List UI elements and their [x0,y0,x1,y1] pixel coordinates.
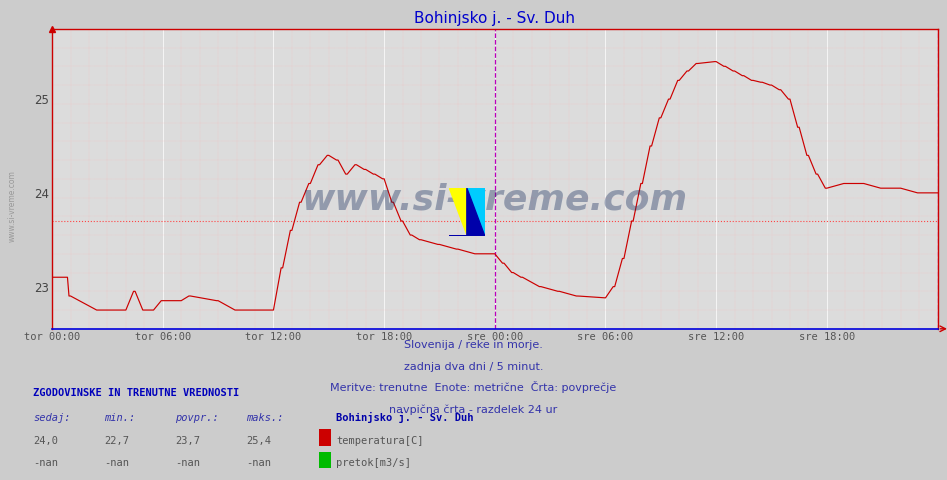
Text: povpr.:: povpr.: [175,413,219,423]
Text: Slovenija / reke in morje.: Slovenija / reke in morje. [404,340,543,350]
Text: zadnja dva dni / 5 minut.: zadnja dva dni / 5 minut. [403,361,544,372]
Text: 24,0: 24,0 [33,435,58,445]
Text: -nan: -nan [246,458,271,468]
Text: Meritve: trenutne  Enote: metrične  Črta: povprečje: Meritve: trenutne Enote: metrične Črta: … [331,381,616,393]
Text: pretok[m3/s]: pretok[m3/s] [336,458,411,468]
Polygon shape [449,188,467,236]
Text: sedaj:: sedaj: [33,413,71,423]
Text: -nan: -nan [175,458,200,468]
Text: www.si-vreme.com: www.si-vreme.com [302,183,688,217]
Text: Bohinjsko j. - Sv. Duh: Bohinjsko j. - Sv. Duh [336,412,474,423]
Text: 23,7: 23,7 [175,435,200,445]
Text: min.:: min.: [104,413,135,423]
Polygon shape [467,188,485,236]
Polygon shape [449,188,485,236]
Text: 25,4: 25,4 [246,435,271,445]
Title: Bohinjsko j. - Sv. Duh: Bohinjsko j. - Sv. Duh [414,11,576,26]
Text: ZGODOVINSKE IN TRENUTNE VREDNOSTI: ZGODOVINSKE IN TRENUTNE VREDNOSTI [33,388,240,398]
Text: temperatura[C]: temperatura[C] [336,435,423,445]
Text: -nan: -nan [33,458,58,468]
Text: maks.:: maks.: [246,413,284,423]
Text: www.si-vreme.com: www.si-vreme.com [8,170,17,242]
Text: 22,7: 22,7 [104,435,129,445]
Text: -nan: -nan [104,458,129,468]
Text: navpična črta - razdelek 24 ur: navpična črta - razdelek 24 ur [389,404,558,415]
